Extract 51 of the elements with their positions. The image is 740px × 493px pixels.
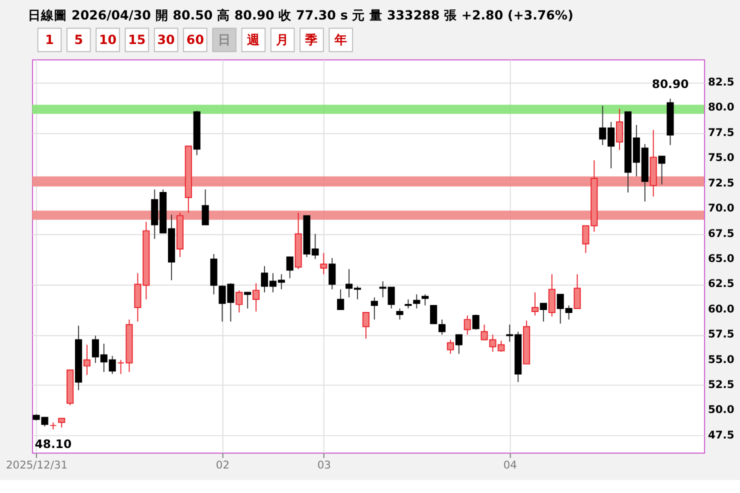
candlestick	[202, 188, 209, 226]
candlestick	[455, 334, 462, 354]
candlestick	[370, 296, 378, 320]
y-tick-label: 77.5	[708, 126, 734, 139]
annotation: 48.10	[34, 436, 72, 451]
y-tick-label: 47.5	[708, 428, 734, 442]
candlestick	[396, 308, 404, 320]
candlestick	[531, 292, 539, 316]
candlestick	[472, 314, 480, 330]
candlestick	[540, 302, 547, 322]
chart-title: 日線圖 2026/04/30 開 80.50 高 80.90 收 77.30 s 元 量 333288 張 +2.80 (+3.76%)	[28, 8, 574, 23]
candlestick	[362, 312, 370, 340]
y-tick-label: 55.0	[708, 352, 734, 366]
y-tick-label: 70.0	[708, 202, 734, 215]
y-tick-label: 57.5	[708, 328, 734, 341]
y-tick-label: 62.5	[708, 277, 734, 290]
candlestick	[337, 288, 344, 310]
y-tick-label: 80.0	[708, 100, 734, 114]
candlestick	[286, 256, 294, 279]
candlestick	[404, 298, 412, 309]
candlestick	[58, 418, 66, 428]
candlestick	[83, 344, 91, 376]
x-tick-label: 02	[216, 458, 230, 472]
candlestick	[252, 282, 260, 312]
y-tick-label: 75.0	[708, 151, 734, 164]
y-tick-label: 65.0	[708, 252, 734, 265]
candlestick	[464, 315, 471, 336]
y-tick-label: 72.5	[708, 176, 734, 190]
candlestick	[658, 156, 666, 185]
candlestick	[446, 339, 454, 354]
annotation: 80.90	[652, 77, 689, 92]
candlestick	[236, 290, 243, 313]
candlestick	[548, 274, 556, 318]
candlestick	[430, 304, 438, 324]
text: 1 5 10 15 30 60 日 週 月 季 年	[45, 32, 348, 47]
x-tick-label: 2025/12/31	[6, 458, 68, 472]
candlestick	[320, 252, 328, 275]
y-tick-label: 82.5	[708, 75, 734, 88]
y-tick-label: 50.0	[708, 403, 734, 416]
candlestick	[422, 294, 429, 306]
candlestick	[574, 274, 581, 309]
x-tick-label: 03	[317, 458, 331, 472]
candlestick	[328, 258, 336, 290]
x-tick-label: 04	[503, 458, 518, 472]
y-tick-label: 52.5	[708, 378, 734, 392]
candlestick	[413, 294, 420, 309]
candlestick	[616, 108, 624, 151]
y-tick-label: 60.0	[708, 302, 734, 316]
y-tick-label: 67.5	[708, 226, 734, 240]
candlestick	[244, 292, 252, 309]
candlestick	[438, 319, 446, 336]
